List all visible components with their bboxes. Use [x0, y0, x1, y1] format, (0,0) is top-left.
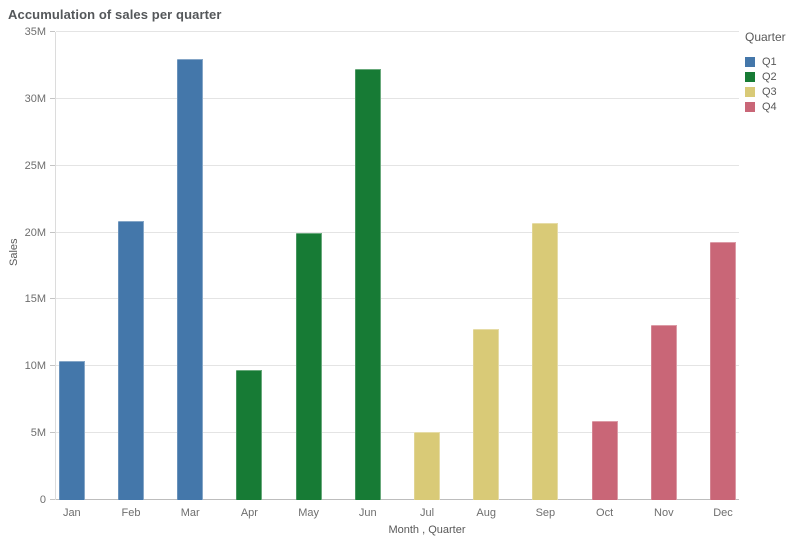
y-tick-label: 30M — [24, 92, 46, 105]
gridline — [56, 97, 739, 99]
x-tick-label-jun: Jun — [358, 507, 377, 519]
y-tick-label: 25M — [24, 159, 46, 172]
legend: Quarter Q1 Q2 Q3 Q4 — [745, 30, 799, 114]
bar-sep[interactable] — [532, 223, 559, 500]
gridline — [56, 432, 739, 434]
x-tick-label-jul: Jul — [419, 507, 435, 519]
y-tick-mark — [50, 31, 55, 32]
x-tick-label-mar: Mar — [180, 507, 200, 519]
y-tick-label: 35M — [24, 26, 46, 38]
gridline — [56, 365, 739, 367]
legend-swatch-q2 — [745, 71, 755, 82]
legend-swatch-q4 — [745, 101, 755, 112]
bar-feb[interactable] — [118, 220, 144, 500]
bar-jul[interactable] — [414, 431, 440, 500]
bar-oct[interactable] — [591, 421, 618, 500]
bar-nov[interactable] — [650, 324, 677, 500]
legend-item-q4[interactable]: Q4 — [745, 99, 799, 114]
legend-title: Quarter — [745, 30, 786, 44]
legend-item-q1[interactable]: Q1 — [745, 54, 799, 69]
bar-apr[interactable] — [236, 370, 263, 500]
legend-label: Q3 — [762, 85, 777, 98]
legend-swatch-q3 — [745, 86, 755, 97]
y-tick-label: 10M — [24, 360, 46, 373]
legend-label: Q2 — [762, 70, 777, 83]
x-tick-label-oct: Oct — [596, 507, 614, 519]
gridline — [56, 231, 739, 233]
x-tick-label-feb: Feb — [121, 507, 141, 519]
y-tick-label: 0 — [39, 494, 46, 506]
x-axis-title: Month , Quarter — [388, 524, 466, 536]
legend-swatch-q1 — [745, 56, 755, 67]
y-tick-mark — [50, 164, 55, 166]
x-tick-label-nov: Nov — [654, 507, 674, 519]
bar-dec[interactable] — [710, 241, 736, 500]
y-axis-title: Sales — [8, 238, 20, 266]
y-tick-mark — [50, 432, 55, 434]
plot-area: 0 5M 10M 15M 20M 25M 30M 35M Jan Feb Mar Apr May Jun J… — [25, 26, 739, 519]
x-tick-label-sep: Sep — [535, 507, 556, 519]
y-tick-mark — [50, 365, 55, 367]
x-tick-label-aug: Aug — [476, 507, 496, 519]
x-axis-baseline — [56, 499, 739, 500]
y-tick-mark — [50, 231, 55, 233]
bar-may[interactable] — [295, 232, 322, 500]
legend-label: Q4 — [762, 100, 777, 113]
y-tick-mark — [50, 97, 55, 99]
gridline — [56, 164, 739, 166]
bar-jun[interactable] — [354, 69, 381, 500]
y-tick-label: 5M — [30, 427, 46, 440]
gridline — [56, 31, 739, 32]
x-tick-label-may: May — [298, 507, 319, 519]
y-tick-label: 15M — [24, 293, 46, 306]
y-tick-label: 20M — [24, 226, 46, 239]
legend-label: Q1 — [762, 55, 777, 68]
y-tick-mark — [50, 499, 55, 500]
x-tick-label-dec: Dec — [713, 507, 733, 519]
gridline — [56, 298, 739, 300]
bar-jan[interactable] — [58, 360, 85, 500]
bar-mar[interactable] — [177, 58, 204, 500]
x-tick-label-apr: Apr — [240, 507, 258, 519]
y-tick-mark — [50, 298, 55, 300]
legend-items: Q1 Q2 Q3 Q4 — [745, 54, 799, 114]
chart-title: Accumulation of sales per quarter — [8, 7, 222, 22]
bar-aug[interactable] — [473, 328, 500, 500]
legend-item-q3[interactable]: Q3 — [745, 84, 799, 99]
legend-item-q2[interactable]: Q2 — [745, 69, 799, 84]
x-tick-label-jan: Jan — [62, 507, 81, 519]
